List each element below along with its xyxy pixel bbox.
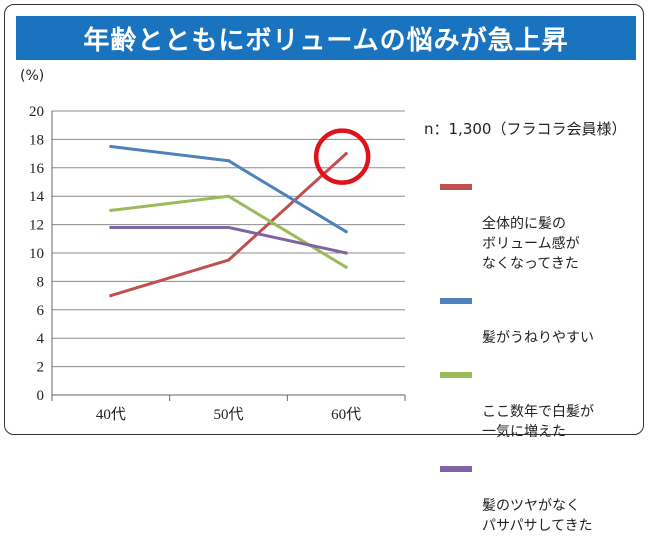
legend-swatch-dry-hair [440, 466, 472, 472]
y-tick-label: 0 [37, 388, 45, 404]
series-line-gray-hair [110, 194, 347, 269]
data-point-gray-hair [226, 194, 231, 198]
data-point-dry-hair [109, 225, 113, 230]
y-tick-label: 8 [37, 274, 45, 290]
y-tick-label: 18 [29, 132, 44, 148]
chart-frame [4, 4, 644, 435]
series-line-dry-hair [110, 225, 347, 255]
sample-size-note: n：1,300（フラコラ会員様） [424, 120, 627, 138]
data-point-dry-hair [344, 251, 348, 255]
line-chart: 0 2 4 6 8 10 12 14 16 18 20 40代 50代 60代 [29, 104, 406, 423]
legend-label-volume: 全体的に髪の ボリューム感が なくなってきた [482, 216, 580, 272]
legend-label-frizz: 髪がうねりやすい [482, 330, 594, 346]
data-point-volume [226, 258, 231, 262]
x-tick-label: 40代 [96, 406, 126, 423]
legend-label-gray-hair: ここ数年で白髪が 一気に増えた [482, 404, 594, 440]
legend-swatch-frizz [440, 298, 472, 304]
y-tick-label: 4 [37, 331, 45, 347]
y-tick-label: 20 [29, 104, 44, 120]
y-axis-unit: (%) [20, 68, 45, 84]
legend-swatch-gray-hair [440, 372, 472, 378]
data-point-dry-hair [226, 225, 231, 230]
data-point-frizz [109, 144, 113, 149]
y-tick-label: 16 [29, 161, 45, 177]
data-point-frizz [226, 159, 231, 163]
x-tick-label: 60代 [331, 406, 361, 423]
legend-item-frizz: 髪がうねりやすい [440, 288, 640, 348]
x-tick-label: 50代 [213, 406, 243, 423]
data-point-frizz [344, 230, 348, 234]
data-point-gray-hair [344, 265, 348, 269]
chart-title: 年齢とともにボリュームの悩みが急上昇 [16, 16, 636, 60]
legend-swatch-volume [440, 184, 472, 190]
data-point-gray-hair [109, 208, 113, 212]
data-point-volume [109, 294, 113, 298]
legend-item-volume: 全体的に髪の ボリューム感が なくなってきた [440, 174, 640, 274]
y-tick-label: 2 [37, 360, 45, 376]
y-tick-label: 14 [29, 189, 45, 205]
legend-item-gray-hair: ここ数年で白髪が 一気に増えた [440, 362, 640, 442]
highlight-circle [313, 128, 371, 185]
y-tick-label: 10 [29, 246, 44, 262]
legend-item-dry-hair: 髪のツヤがなく パサパサしてきた [440, 456, 640, 536]
legend-label-dry-hair: 髪のツヤがなく パサパサしてきた [482, 498, 593, 534]
data-point-volume [344, 152, 348, 156]
y-tick-label: 12 [29, 218, 44, 234]
y-tick-label: 6 [37, 303, 45, 319]
legend: 全体的に髪の ボリューム感が なくなってきた 髪がうねりやすい ここ数年で白髪が… [440, 174, 640, 550]
